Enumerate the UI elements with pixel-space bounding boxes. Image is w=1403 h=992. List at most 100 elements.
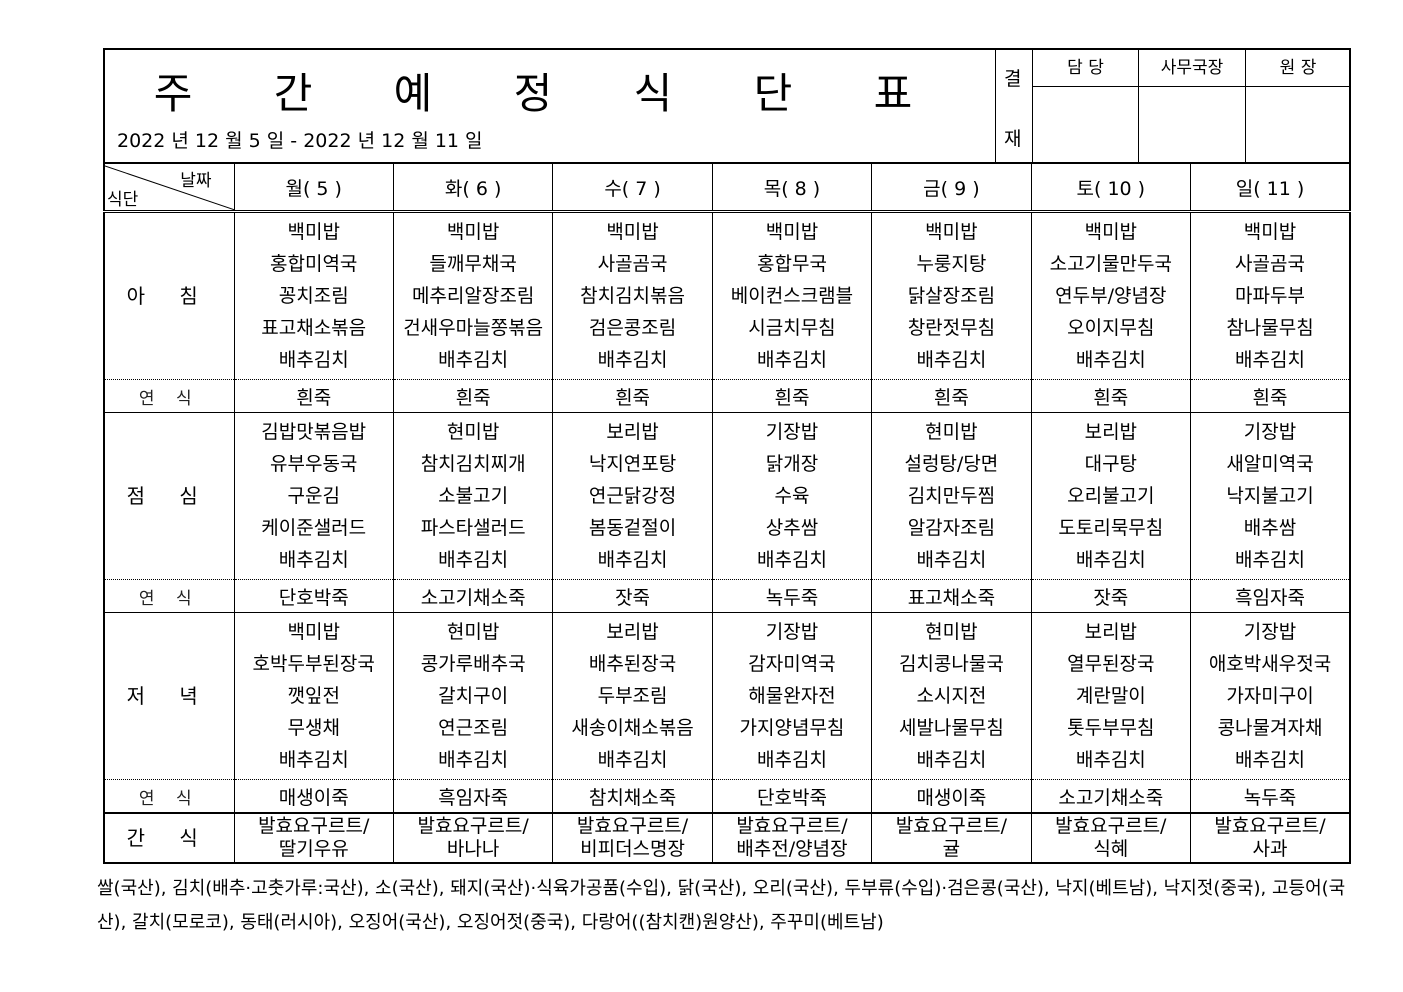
- menu-item: 가지양념무침: [739, 717, 845, 739]
- menu-item: 배추김치: [438, 749, 509, 771]
- menu-item: 귤: [942, 838, 961, 860]
- approval-boxes: 담 당 사무국장 원 장: [1032, 50, 1350, 162]
- menu-cell: 흰죽: [711, 379, 873, 413]
- menu-item: 배추김치: [916, 749, 987, 771]
- menu-item: 기장밥: [1243, 421, 1297, 443]
- menu-cell: 발효요구르트/식혜: [1030, 812, 1192, 864]
- menu-item: 호박두부된장국: [252, 653, 375, 675]
- menu-item: 유부우동국: [270, 453, 358, 475]
- menu-cell: 소고기채소죽: [1030, 779, 1192, 814]
- menu-item: 보리밥: [606, 421, 659, 443]
- day-header-row: 날짜 식단 월( 5 ) 화( 6 ) 수( 7 ) 목( 8 ) 금( 9 ) 토( 1…: [103, 162, 1351, 213]
- menu-cell: 현미밥 참치김치찌개 소불고기 파스타샐러드 배추김치: [392, 412, 554, 580]
- page-title: 주 간 예 정 식 단 표: [153, 69, 947, 118]
- menu-item: 배추김치: [916, 549, 987, 571]
- menu-item: 닭개장: [765, 453, 819, 475]
- menu-cell: 흑임자죽: [1190, 579, 1351, 613]
- menu-cell: 기장밥 감자미역국 해물완자전 가지양념무침 배추김치: [711, 612, 873, 780]
- menu-cell: 흰죽: [233, 379, 394, 413]
- menu-cell: 백미밥 들깨무채국 메추리알장조림 건새우마늘쫑볶음 배추김치: [392, 211, 554, 380]
- day-header: 목( 8 ): [711, 162, 873, 213]
- menu-cell: 백미밥 홍합미역국 꽁치조림 표고채소볶음 배추김치: [233, 211, 394, 380]
- menu-item: 식혜: [1093, 838, 1129, 860]
- menu-item: 백미밥: [287, 221, 340, 243]
- menu-cell: 발효요구르트/바나나: [392, 812, 554, 864]
- menu-cell: 현미밥 김치콩나물국 소시지전 세발나물무침 배추김치: [871, 612, 1032, 780]
- corner-cell: 날짜 식단: [103, 162, 235, 213]
- menu-item: 백미밥: [446, 221, 500, 243]
- menu-item: 닭살장조림: [907, 285, 996, 307]
- menu-item: 딸기우유: [278, 838, 349, 860]
- menu-cell: 보리밥 열무된장국 계란말이 톳두부무침 배추김치: [1030, 612, 1192, 780]
- menu-item: 애호박새우젓국: [1208, 653, 1332, 675]
- menu-item: 배추김치: [597, 349, 668, 371]
- menu-cell: 잣죽: [1030, 579, 1192, 613]
- menu-cell: 흑임자죽: [392, 779, 554, 814]
- menu-item: 기장밥: [1243, 621, 1297, 643]
- menu-item: 발효요구르트/: [417, 815, 529, 837]
- menu-item: 김치만두찜: [907, 485, 996, 507]
- menu-cell: 기장밥 새알미역국 낙지불고기 배추쌈 배추김치: [1190, 412, 1351, 580]
- menu-item: 배추전/양념장: [736, 838, 848, 860]
- menu-cell: 녹두죽: [1190, 779, 1351, 814]
- menu-item: 해물완자전: [748, 685, 836, 707]
- menu-item: 배추김치: [597, 549, 668, 571]
- menu-item: 바나나: [446, 838, 500, 860]
- menu-cell: 잣죽: [552, 579, 713, 613]
- menu-item: 소시지전: [916, 685, 987, 707]
- approval-box: 사무국장: [1139, 50, 1246, 162]
- menu-item: 발효요구르트/: [895, 815, 1008, 837]
- menu-item: 새알미역국: [1226, 453, 1314, 475]
- menu-item: 배추김치: [1235, 349, 1305, 371]
- menu-item: 소불고기: [438, 485, 509, 507]
- menu-item: 도토리묵무침: [1058, 517, 1164, 539]
- menu-item: 열무된장국: [1067, 653, 1155, 675]
- menu-item: 참나물무침: [1226, 317, 1314, 339]
- menu-item: 무생채: [287, 717, 340, 739]
- menu-item: 오리불고기: [1067, 485, 1155, 507]
- menu-item: 낙지불고기: [1226, 485, 1314, 507]
- menu-cell: 소고기채소죽: [392, 579, 554, 613]
- menu-item: 연근조림: [438, 717, 509, 739]
- menu-cell: 기장밥 닭개장 수육 상추쌈 배추김치: [711, 412, 873, 580]
- approval-box: 원 장: [1246, 50, 1350, 162]
- menu-cell: 매생이죽: [233, 779, 394, 814]
- approval-box: 담 당: [1033, 50, 1139, 162]
- menu-item: 백미밥: [606, 221, 659, 243]
- menu-cell: 참치채소죽: [552, 779, 713, 814]
- menu-item: 백미밥: [1084, 221, 1138, 243]
- menu-item: 두부조림: [597, 685, 668, 707]
- menu-cell: 보리밥 배추된장국 두부조림 새송이채소볶음 배추김치: [552, 612, 713, 780]
- menu-item: 설렁탕/당면: [904, 453, 999, 475]
- menu-item: 참치김치찌개: [420, 453, 526, 475]
- menu-item: 베이컨스크램블: [730, 285, 854, 307]
- menu-item: 봄동겉절이: [588, 517, 677, 539]
- menu-item: 낙지연포탕: [588, 453, 677, 475]
- menu-cell: 현미밥 설렁탕/당면 김치만두찜 알감자조림 배추김치: [871, 412, 1032, 580]
- day-header: 화( 6 ): [392, 162, 554, 213]
- menu-cell: 단호박죽: [711, 779, 873, 814]
- menu-cell: 흰죽: [1030, 379, 1192, 413]
- menu-item: 깻잎전: [287, 685, 340, 707]
- menu-item: 배추된장국: [588, 653, 677, 675]
- menu-item: 사과: [1252, 838, 1288, 860]
- menu-cell: 흰죽: [552, 379, 713, 413]
- menu-item: 누룽지탕: [916, 253, 987, 275]
- menu-cell: 백미밥 홍합무국 베이컨스크램블 시금치무침 배추김치: [711, 211, 873, 380]
- menu-item: 비피더스명장: [580, 838, 685, 860]
- meal-row: 저 녁 백미밥 호박두부된장국 깻잎전 무생채 배추김치 현미밥 콩가루배추국 갈치구이 연근조림…: [103, 612, 1351, 780]
- menu-item: 상추쌈: [765, 517, 819, 539]
- menu-cell: 발효요구르트/사과: [1190, 812, 1351, 864]
- menu-item: 배추김치: [757, 349, 827, 371]
- menu-cell: 녹두죽: [711, 579, 873, 613]
- menu-item: 사골곰국: [597, 253, 668, 275]
- menu-item: 현미밥: [925, 621, 978, 643]
- menu-item: 보리밥: [606, 621, 659, 643]
- menu-cell: 보리밥 낙지연포탕 연근닭강정 봄동겉절이 배추김치: [552, 412, 713, 580]
- menu-item: 배추김치: [438, 349, 509, 371]
- menu-item: 연두부/양념장: [1055, 285, 1167, 307]
- menu-item: 현미밥: [446, 421, 500, 443]
- menu-cell: 흰죽: [392, 379, 554, 413]
- menu-item: 배추쌈: [1243, 517, 1297, 539]
- menu-cell: 매생이죽: [871, 779, 1032, 814]
